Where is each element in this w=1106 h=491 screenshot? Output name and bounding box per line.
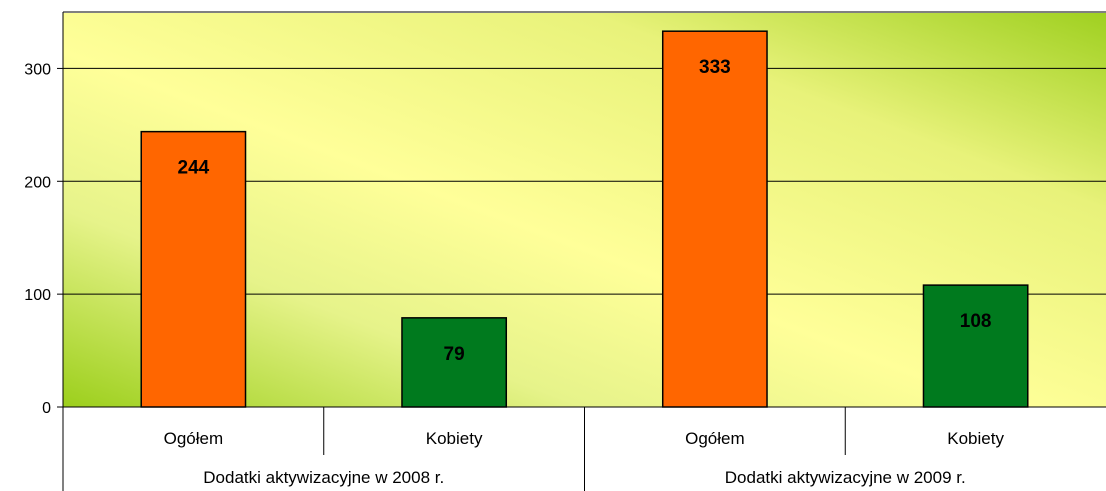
group-label: Dodatki aktywizacyjne w 2008 r. xyxy=(203,468,444,487)
data-label: 79 xyxy=(444,344,465,365)
bar xyxy=(401,317,508,408)
bars: 244 79 333 108 xyxy=(140,30,1029,408)
data-label: 333 xyxy=(699,57,731,78)
category-labels: Ogółem Kobiety Ogółem Kobiety xyxy=(164,429,1005,448)
group-label: Dodatki aktywizacyjne w 2009 r. xyxy=(725,468,966,487)
category-label: Ogółem xyxy=(685,429,745,448)
data-label: 244 xyxy=(178,158,210,179)
y-tick-label: 200 xyxy=(24,174,51,191)
y-tick-label: 0 xyxy=(42,400,51,417)
data-label: 108 xyxy=(960,311,992,332)
bar xyxy=(922,284,1029,408)
group-labels: Dodatki aktywizacyjne w 2008 r. Dodatki a… xyxy=(203,468,965,487)
category-label: Kobiety xyxy=(947,429,1004,448)
y-tick-labels: 0 100 200 300 xyxy=(24,61,51,417)
y-tick-label: 100 xyxy=(24,287,51,304)
y-tick-label: 300 xyxy=(24,61,51,78)
category-label: Ogółem xyxy=(164,429,224,448)
axes xyxy=(57,11,1106,491)
bar xyxy=(661,30,768,408)
category-label: Kobiety xyxy=(426,429,483,448)
